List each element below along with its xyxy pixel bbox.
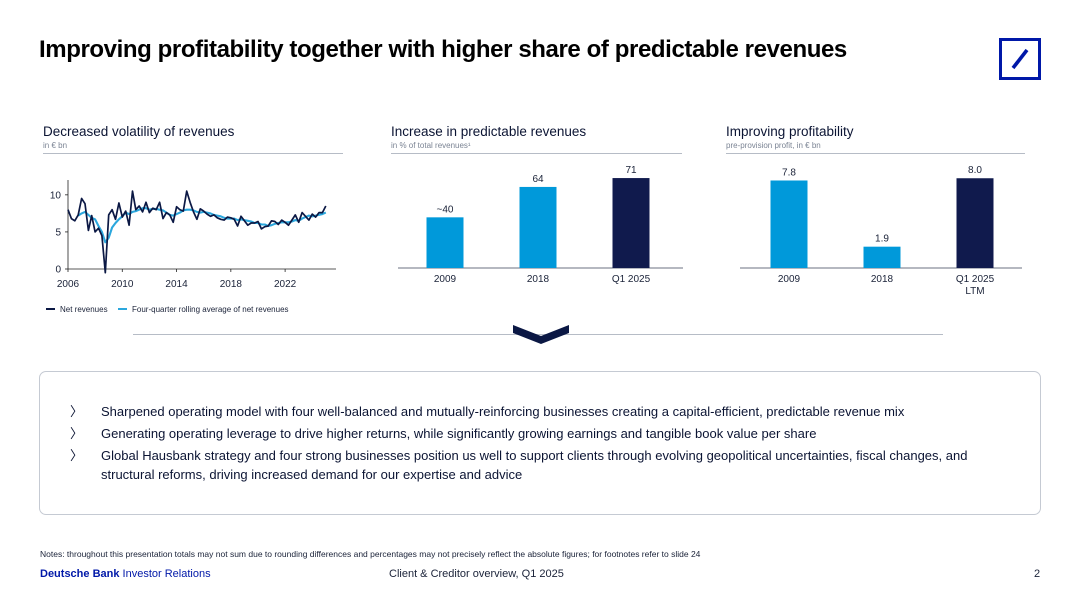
bar [863,246,901,268]
bullet-chevron-icon: 〉 [70,448,84,463]
list-item: 〉 Global Hausbank strategy and four stro… [70,446,1010,484]
y-tick-label: 5 [55,227,61,238]
category-label: 2018 [871,274,894,285]
logo-slash-icon [1011,48,1029,70]
list-item: 〉 Generating operating leverage to drive… [70,424,1010,443]
data-label: 1.9 [875,234,889,245]
bar [426,217,464,268]
footer-section: Investor Relations [122,568,211,580]
data-label: 64 [532,174,544,185]
legend-label: Net revenues [60,305,108,314]
footer-brand: Deutsche Bank Investor Relations [40,568,211,580]
profitability-panel-subtitle: pre-provision profit, in € bn [726,141,821,150]
y-tick-label: 10 [50,190,62,201]
chevron-down-icon [513,325,569,344]
page-title: Improving profitability together with hi… [39,36,847,63]
profitability-panel-rule [726,153,1025,154]
category-label: 2018 [527,274,550,285]
bullet-chevron-icon: 〉 [70,404,84,419]
predictable-panel-rule [391,153,682,154]
section-divider [133,334,943,335]
predictable-panel-subtitle: in % of total revenues¹ [391,141,471,150]
footnote: Notes: throughout this presentation tota… [40,549,701,559]
data-label: 71 [625,165,637,176]
bullet-text: Sharpened operating model with four well… [101,404,905,419]
bullet-text: Global Hausbank strategy and four strong… [101,448,968,482]
category-sublabel: LTM [965,286,984,297]
x-tick-label: 2022 [274,279,297,290]
key-messages-list: 〉 Sharpened operating model with four we… [70,402,1010,487]
x-tick-label: 2006 [57,279,80,290]
bullet-chevron-icon: 〉 [70,426,84,441]
footer-brand-name: Deutsche Bank [40,568,120,580]
bar [612,178,650,268]
predictable-revenues-bar-chart: ~40 2009 64 2018 71 Q1 2025 [398,165,683,285]
category-label: 2009 [778,274,801,285]
bullet-text: Generating operating leverage to drive h… [101,426,817,441]
category-label: Q1 2025 [612,274,651,285]
page-number: 2 [1034,568,1041,580]
data-label: 7.8 [782,167,796,178]
volatility-panel-subtitle: in € bn [43,141,68,150]
data-label: ~40 [437,204,454,215]
footer-title: Client & Creditor overview, Q1 2025 [389,568,564,580]
bar [770,180,808,268]
list-item: 〉 Sharpened operating model with four we… [70,402,1010,421]
bar [956,178,994,268]
volatility-panel-title: Decreased volatility of revenues [43,124,235,139]
profitability-panel-title: Improving profitability [726,124,854,139]
bar [519,186,557,268]
revenue-line-chart: 0 5 10 2006 2010 2014 2018 2022 Net revenues Four… [46,180,336,314]
category-label: 2009 [434,274,457,285]
category-label: Q1 2025 [956,274,995,285]
key-messages-box: 〉 Sharpened operating model with four we… [39,371,1041,515]
x-tick-label: 2018 [220,279,243,290]
deutsche-bank-logo [999,38,1041,80]
net-revenues-line [67,190,327,274]
y-tick-label: 0 [55,265,61,276]
predictable-panel-title: Increase in predictable revenues [391,124,587,139]
data-label: 8.0 [968,165,982,176]
volatility-panel-rule [43,153,343,154]
x-tick-label: 2010 [111,279,134,290]
legend-label: Four-quarter rolling average of net reve… [132,305,289,314]
x-tick-label: 2014 [165,279,188,290]
